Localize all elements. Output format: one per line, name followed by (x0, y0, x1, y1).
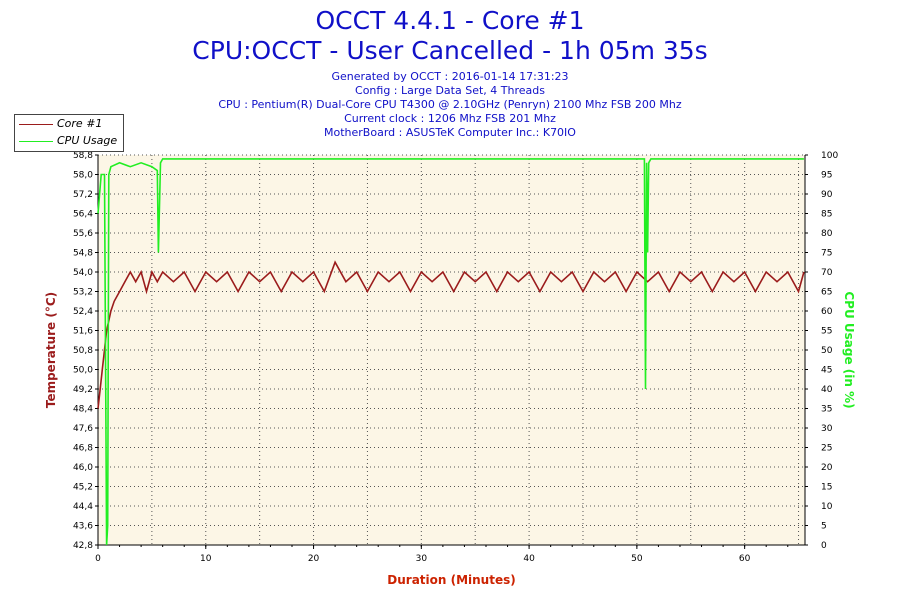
chart-legend: Core #1 CPU Usage (14, 114, 124, 152)
info-config: Config : Large Data Set, 4 Threads (355, 84, 545, 97)
y-tick-label-right: 90 (821, 190, 833, 200)
y-tick-label-right: 75 (821, 249, 832, 259)
y-tick-label-right: 45 (821, 366, 832, 376)
info-cpu: CPU : Pentium(R) Dual-Core CPU T4300 @ 2… (218, 98, 682, 111)
x-tick-label: 30 (416, 554, 428, 564)
x-axis-title: Duration (Minutes) (387, 573, 515, 587)
y-tick-label-left: 58,0 (73, 171, 93, 181)
x-tick-label: 10 (200, 554, 212, 564)
plot-area (98, 155, 805, 545)
y-tick-label-left: 48,4 (73, 405, 93, 415)
y-tick-label-left: 54,8 (73, 249, 93, 259)
x-tick-label: 60 (739, 554, 751, 564)
legend-swatch-core1 (19, 124, 53, 125)
y-tick-label-right: 70 (821, 268, 833, 278)
y-tick-label-left: 45,2 (73, 483, 93, 493)
y-tick-label-right: 55 (821, 327, 832, 337)
y-tick-label-left: 56,4 (73, 210, 93, 220)
y-tick-label-right: 15 (821, 483, 832, 493)
y-tick-label-right: 40 (821, 385, 833, 395)
legend-item-cpu-usage: CPU Usage (15, 133, 123, 149)
chart-subtitle: CPU:OCCT - User Cancelled - 1h 05m 35s (192, 36, 708, 65)
info-motherboard: MotherBoard : ASUSTeK Computer Inc.: K70… (324, 126, 576, 139)
y-tick-label-left: 42,8 (73, 541, 93, 551)
legend-item-core1: Core #1 (15, 116, 123, 132)
y-tick-label-right: 20 (821, 463, 833, 473)
y-tick-label-left: 54,0 (73, 268, 93, 278)
x-tick-label: 0 (95, 554, 101, 564)
series-line-cpu-usage (97, 158, 804, 546)
y-tick-label-left: 52,4 (73, 307, 93, 317)
y-tick-label-left: 50,8 (73, 346, 93, 356)
y-tick-label-right: 0 (821, 541, 827, 551)
legend-swatch-cpu-usage (19, 141, 53, 142)
legend-label-core1: Core #1 (57, 117, 103, 130)
y-tick-label-right: 25 (821, 444, 832, 454)
y-tick-label-right: 85 (821, 210, 832, 220)
x-tick-label: 50 (631, 554, 643, 564)
y-tick-label-right: 50 (821, 346, 833, 356)
y-tick-label-left: 49,2 (73, 385, 93, 395)
y-tick-label-left: 46,8 (73, 444, 93, 454)
legend-label-cpu-usage: CPU Usage (57, 134, 118, 147)
y-tick-label-left: 58,8 (73, 151, 93, 161)
y-tick-label-left: 46,0 (73, 463, 93, 473)
y-tick-label-right: 5 (821, 522, 827, 532)
y-tick-label-left: 53,2 (73, 288, 93, 298)
x-tick-label: 40 (523, 554, 535, 564)
series-line-core1 (97, 260, 805, 409)
y-tick-label-right: 60 (821, 307, 833, 317)
info-generated: Generated by OCCT : 2016-01-14 17:31:23 (331, 70, 569, 83)
y-axis-title-left: Temperature (°C) (44, 292, 58, 408)
chart-title: OCCT 4.4.1 - Core #1 (315, 6, 585, 35)
y-tick-label-left: 51,6 (73, 327, 93, 337)
y-tick-label-left: 43,6 (73, 522, 93, 532)
y-tick-label-left: 50,0 (73, 366, 93, 376)
y-tick-label-right: 100 (821, 151, 838, 161)
y-axis-title-right: CPU Usage (in %) (842, 291, 856, 408)
y-tick-label-left: 57,2 (73, 190, 93, 200)
y-tick-label-right: 80 (821, 229, 833, 239)
y-tick-label-left: 44,4 (73, 502, 93, 512)
y-tick-label-right: 35 (821, 405, 832, 415)
y-tick-label-right: 10 (821, 502, 833, 512)
y-tick-label-right: 30 (821, 424, 833, 434)
info-clock: Current clock : 1206 Mhz FSB 201 Mhz (344, 112, 556, 125)
x-tick-label: 20 (308, 554, 320, 564)
y-tick-label-right: 95 (821, 171, 832, 181)
y-tick-label-left: 55,6 (73, 229, 93, 239)
y-tick-label-right: 65 (821, 288, 832, 298)
y-tick-label-left: 47,6 (73, 424, 93, 434)
